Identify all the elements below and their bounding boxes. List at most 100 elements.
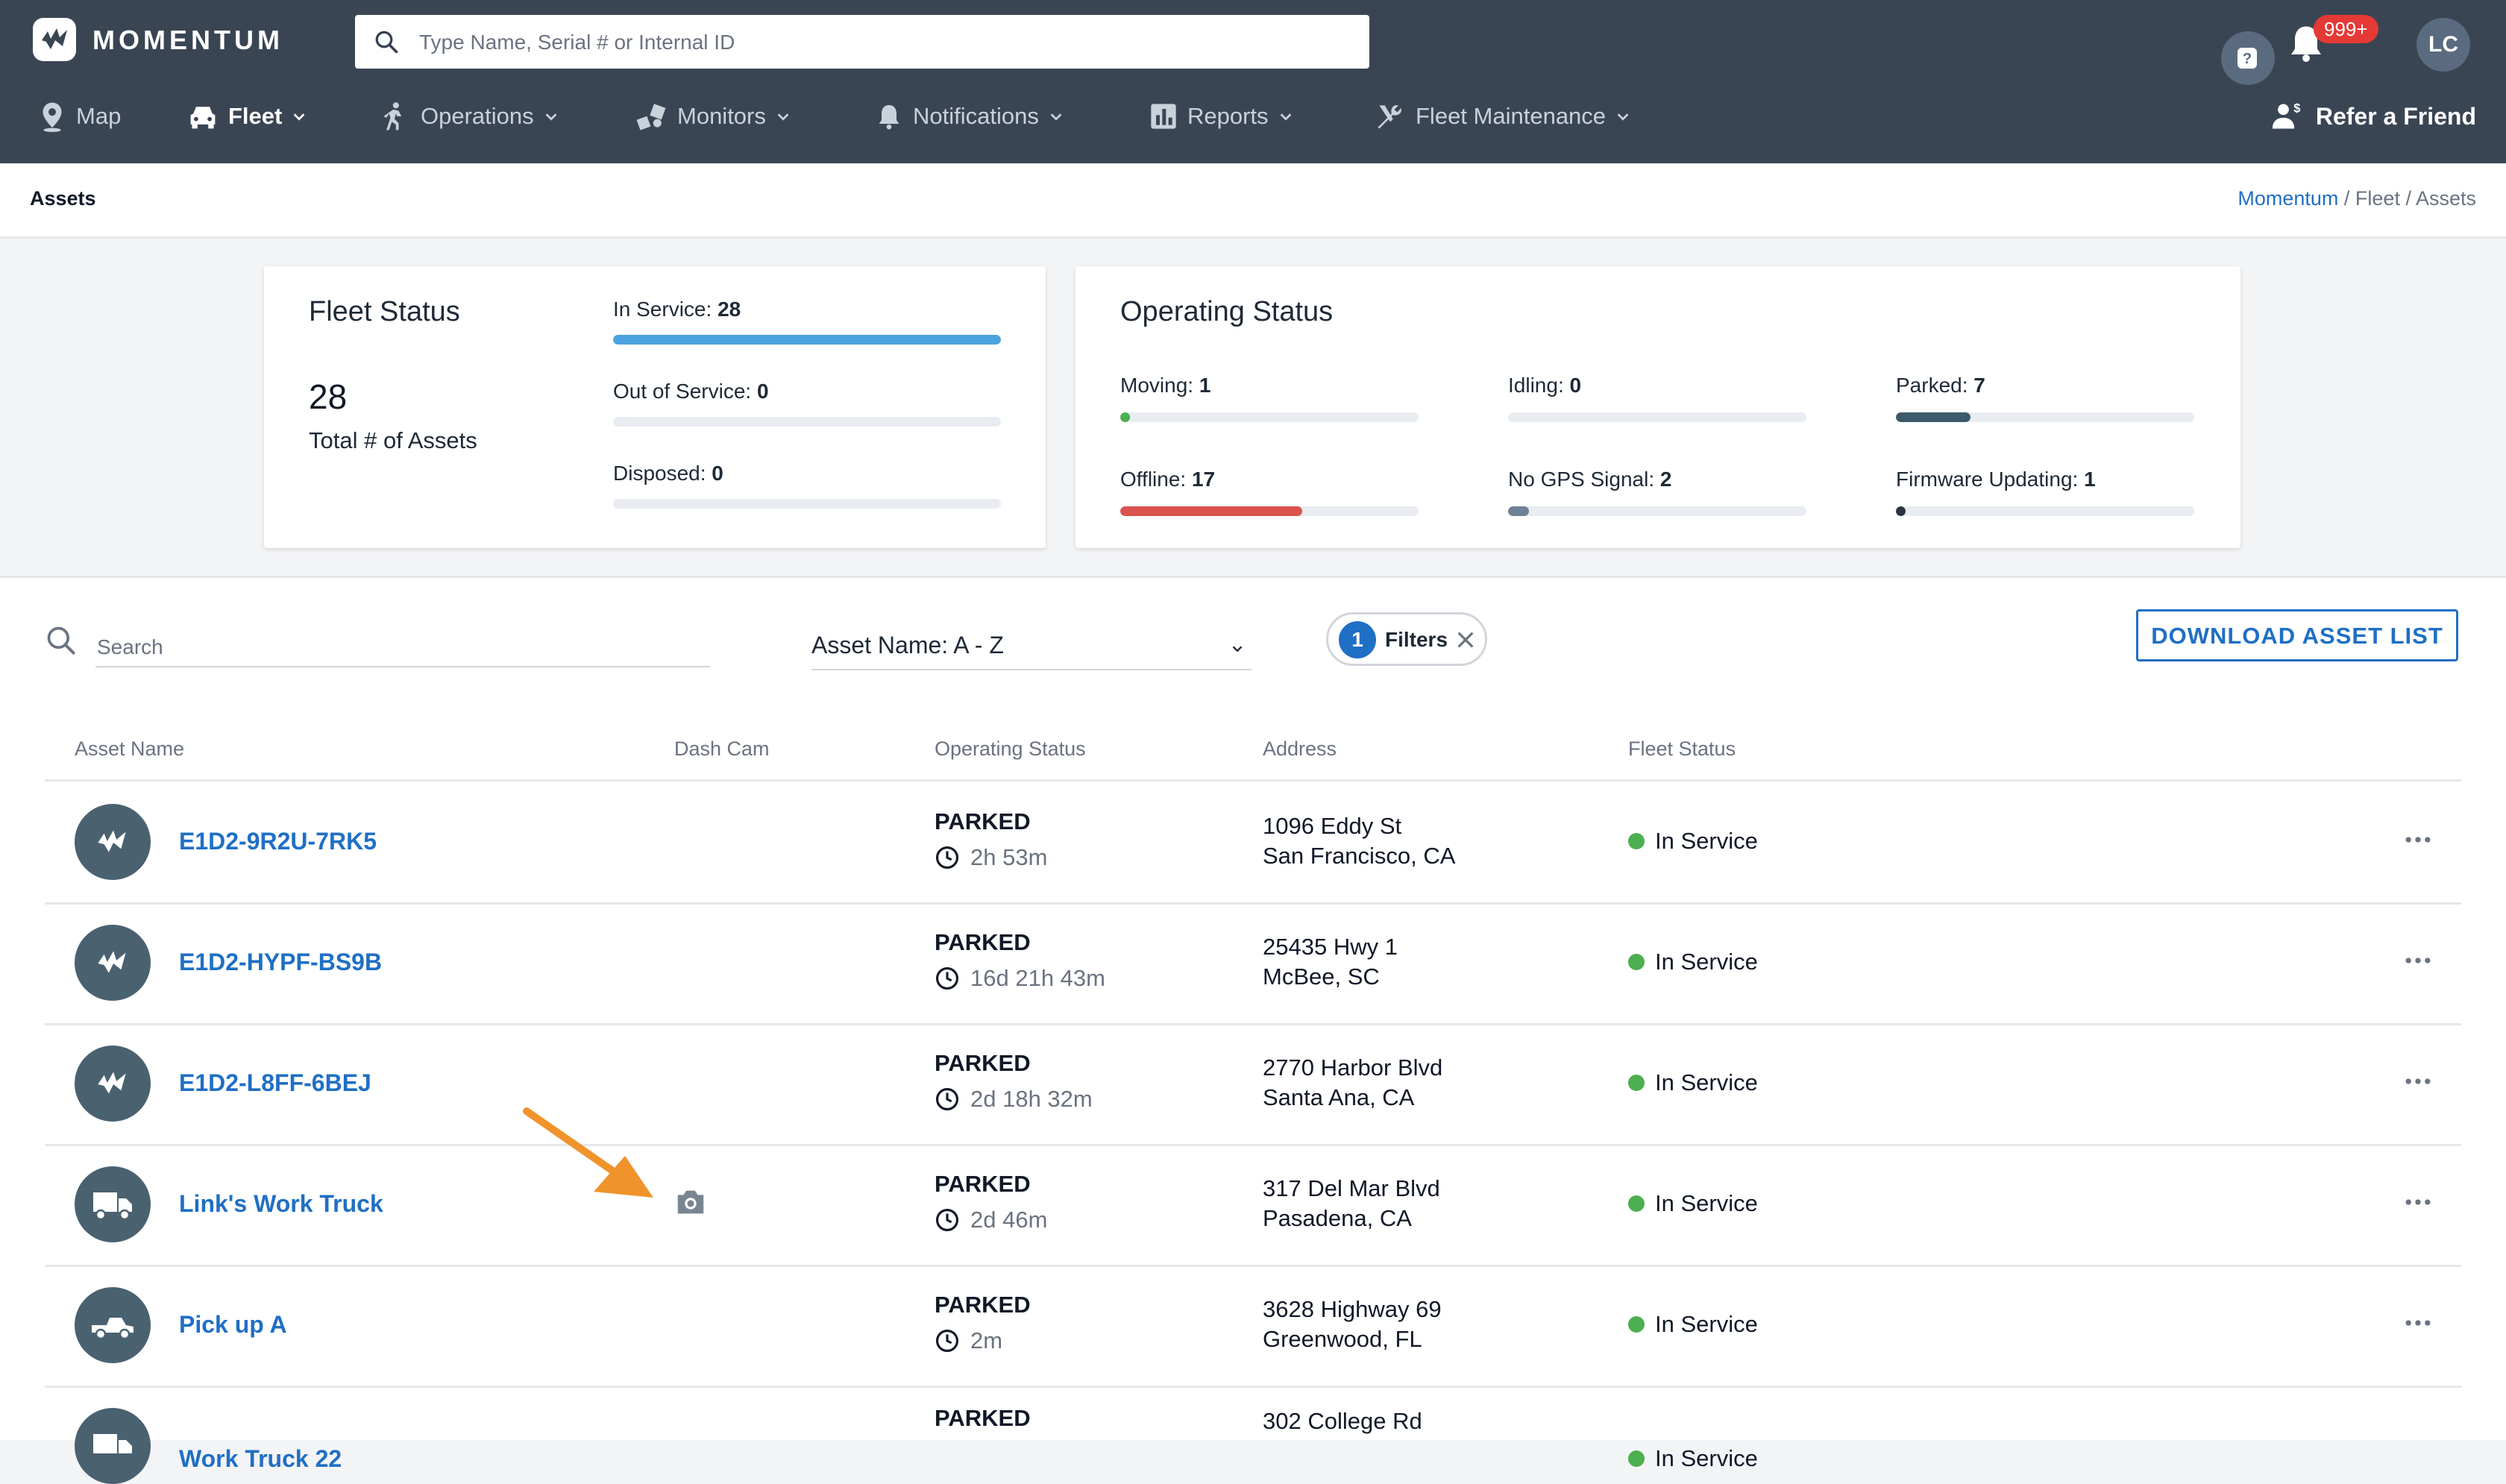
status-dot [1628, 1195, 1645, 1212]
nav-map[interactable]: Map [37, 98, 121, 134]
asset-name-link[interactable]: E1D2-9R2U-7RK5 [179, 828, 377, 855]
asset-name-link[interactable]: E1D2-HYPF-BS9B [179, 949, 383, 975]
close-icon[interactable] [1454, 628, 1477, 652]
more-options-icon[interactable] [2402, 823, 2434, 856]
parked-duration: 2m [935, 1327, 1002, 1354]
page-title: Assets [30, 187, 96, 210]
breadcrumb-momentum[interactable]: Momentum [2238, 187, 2339, 210]
annotation-arrow-icon [523, 1107, 653, 1198]
map-pin-icon [43, 102, 62, 132]
column-header-asset-name[interactable]: Asset Name [75, 738, 185, 760]
bell-icon [879, 105, 899, 130]
firmware-updating-bar [1896, 506, 2194, 516]
idling-stat[interactable]: Idling: 0 [1508, 374, 1581, 397]
nav-operations[interactable]: Operations [377, 98, 559, 134]
table-row[interactable]: Pick up A PARKED 2m 3628 Highway 69 Gree… [45, 1265, 2461, 1388]
column-header-fleet-status[interactable]: Fleet Status [1628, 738, 1736, 760]
notifications-badge: 999+ [2314, 15, 2378, 43]
operations-icon [383, 102, 402, 131]
table-row[interactable]: Link's Work Truck PARKED 2d 46m 317 Del … [45, 1144, 2461, 1267]
user-avatar[interactable]: LC [2416, 18, 2470, 72]
out-of-service-stat[interactable]: Out of Service: 0 [613, 380, 769, 403]
stat-value: 2 [1659, 468, 1672, 491]
parked-stat[interactable]: Parked: 7 [1896, 374, 1985, 397]
nav-reports[interactable]: Reports [1149, 98, 1294, 134]
camera-icon[interactable] [673, 1187, 708, 1217]
table-row[interactable]: E1D2-9R2U-7RK5 PARKED 2h 53m 1096 Eddy S… [45, 782, 2461, 905]
filters-chip[interactable]: 1 Filters [1326, 612, 1487, 666]
more-options-icon[interactable] [2402, 1065, 2434, 1098]
stat-label: Out of Service: [613, 380, 752, 403]
top-header: MOMENTUM ? 999+ LC Map Fleet Operations … [0, 0, 2506, 163]
stat-label: No GPS Signal: [1508, 468, 1655, 491]
asset-name-link[interactable]: Work Truck 22 [179, 1445, 342, 1472]
fleet-status: In Service [1628, 1311, 1758, 1338]
operating-status: PARKED [935, 1292, 1031, 1318]
chevron-down-icon [1050, 113, 1062, 121]
asset-name-link[interactable]: E1D2-L8FF-6BEJ [179, 1069, 371, 1096]
no-gps-stat[interactable]: No GPS Signal: 2 [1508, 468, 1671, 491]
status-dot [1628, 1075, 1645, 1091]
monitors-icon [636, 104, 666, 131]
nav-notifications[interactable]: Notifications [874, 98, 1064, 134]
table-row[interactable]: Work Truck 22 PARKED 302 College Rd In S… [45, 1386, 2461, 1484]
svg-text:?: ? [2243, 51, 2252, 67]
momentum-logo-icon [75, 925, 151, 1001]
momentum-logo-icon [75, 804, 151, 880]
nav-fleet-maintenance-label: Fleet Maintenance [1416, 103, 1607, 129]
fleet-status: In Service [1628, 828, 1758, 855]
fleet-status-text: In Service [1655, 1190, 1758, 1216]
table-header-divider [45, 779, 2461, 782]
nav-monitors[interactable]: Monitors [635, 98, 791, 134]
momentum-logo-icon[interactable] [33, 18, 76, 61]
operating-status-card: Operating Status Moving: 1 Idling: 0 Par… [1075, 266, 2240, 548]
nav-fleet[interactable]: Fleet [186, 98, 307, 134]
breadcrumb-fleet[interactable]: Fleet [2355, 187, 2400, 210]
app-name[interactable]: MOMENTUM [92, 25, 283, 55]
more-options-icon[interactable] [2402, 1307, 2434, 1339]
column-header-operating-status[interactable]: Operating Status [935, 738, 1086, 760]
table-row[interactable]: E1D2-HYPF-BS9B PARKED 16d 21h 43m 25435 … [45, 902, 2461, 1025]
parked-duration: 2h 53m [935, 844, 1047, 871]
car-icon [190, 107, 216, 129]
column-header-dash-cam[interactable]: Dash Cam [674, 738, 770, 760]
refer-a-friend-button[interactable]: $ Refer a Friend [2271, 98, 2476, 134]
address-line-1: 25435 Hwy 1 [1263, 934, 1398, 960]
operating-status: PARKED [935, 808, 1031, 834]
asset-search[interactable] [45, 623, 716, 667]
more-options-icon[interactable] [2402, 1186, 2434, 1219]
duration-text: 16d 21h 43m [970, 965, 1105, 991]
operating-status: PARKED [935, 1171, 1031, 1197]
clock-icon [935, 966, 959, 990]
bar-fill [1508, 506, 1530, 516]
address-line-1: 317 Del Mar Blvd [1263, 1175, 1440, 1201]
duration-text: 2h 53m [970, 844, 1048, 870]
sort-select[interactable]: Asset Name: A - Z [811, 624, 1252, 670]
nav-fleet-maintenance[interactable]: Fleet Maintenance [1374, 98, 1631, 134]
idling-bar [1508, 412, 1806, 422]
nav-map-label: Map [76, 103, 122, 129]
help-button[interactable]: ? [2221, 31, 2275, 85]
search-icon [375, 31, 398, 54]
offline-stat[interactable]: Offline: 17 [1120, 468, 1215, 491]
global-search[interactable] [355, 15, 1369, 69]
asset-name-link[interactable]: Link's Work Truck [179, 1190, 383, 1217]
fleet-status-text: In Service [1655, 828, 1758, 854]
stat-value: 28 [717, 298, 741, 321]
table-row[interactable]: E1D2-L8FF-6BEJ PARKED 2d 18h 32m 2770 Ha… [45, 1023, 2461, 1146]
asset-name-link[interactable]: Pick up A [179, 1311, 287, 1338]
asset-search-input[interactable] [95, 629, 710, 667]
address-line-2: Pasadena, CA [1263, 1205, 1412, 1231]
box-truck-icon [75, 1166, 151, 1242]
box-truck-icon [75, 1408, 151, 1484]
in-service-stat[interactable]: In Service: 28 [613, 298, 741, 321]
moving-stat[interactable]: Moving: 1 [1120, 374, 1210, 397]
column-header-address[interactable]: Address [1263, 738, 1337, 760]
firmware-updating-stat[interactable]: Firmware Updating: 1 [1896, 468, 2096, 491]
bar-fill [1120, 506, 1302, 516]
disposed-stat[interactable]: Disposed: 0 [613, 462, 723, 485]
global-search-input[interactable] [418, 25, 1353, 60]
more-options-icon[interactable] [2402, 944, 2434, 977]
address-line-1: 1096 Eddy St [1263, 813, 1402, 839]
download-asset-list-button[interactable]: DOWNLOAD ASSET LIST [2136, 609, 2458, 661]
